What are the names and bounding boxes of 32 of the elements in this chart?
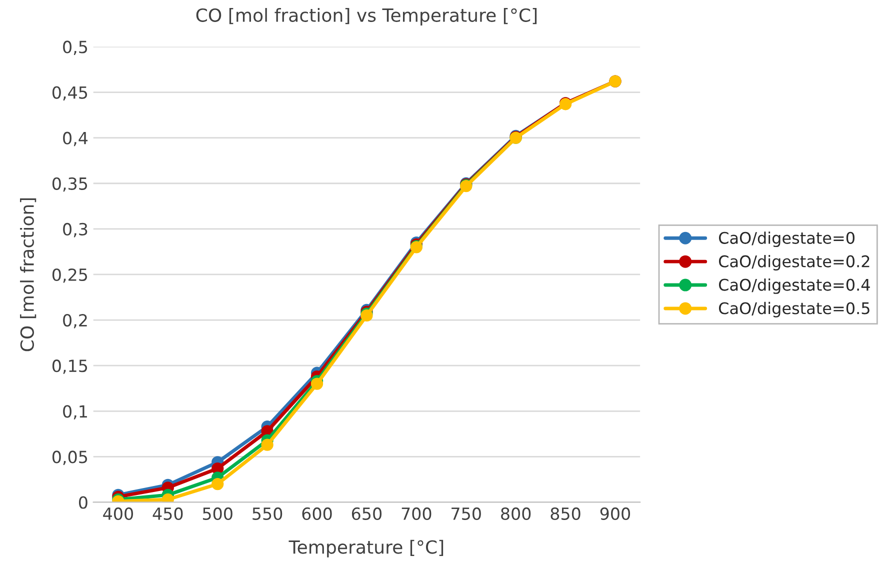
x-tick-label: 850 [550,507,580,520]
x-tick-label: 500 [202,507,232,520]
x-tick-label: 400 [103,507,133,520]
x-tick-label: 750 [452,507,481,520]
y-tick-label: 0,45 [52,86,88,101]
x-tick-label: 600 [302,507,332,520]
legend-label: CaO/digestate=0.4 [718,278,870,294]
x-tick-label: 700 [402,507,432,520]
y-tick-label: 0,15 [52,360,88,374]
point [212,478,224,490]
point [261,438,274,451]
y-tick-label: 0,2 [63,314,87,328]
x-tick-label: 800 [501,507,531,520]
x-tick-label: 900 [600,507,630,520]
y-tick-label: 0,25 [52,268,88,283]
y-tick-label: 0,5 [63,40,88,55]
y-tick-label: 0 [78,496,88,509]
x-tick-label: 450 [152,507,183,520]
x-tick-label: 650 [352,507,382,520]
chart-title: CO [mol fraction] vs Temperature [°C] [196,8,537,26]
legend-label: CaO/digestate=0.5 [718,302,870,318]
y-tick-label: 0,05 [52,450,88,465]
y-axis-title: CO [mol fraction] [20,198,36,352]
y-tick-label: 0,35 [52,177,88,192]
legend-label: CaO/digestate=0 [718,232,854,248]
y-tick-label: 0,1 [63,405,87,420]
point [310,378,324,390]
legend-label: CaO/digestate=0.2 [718,255,870,270]
x-tick-label: 550 [252,507,282,520]
y-tick-label: 0,3 [63,222,88,238]
x-axis-title: Temperature [°C] [288,540,444,558]
y-tick-label: 0,4 [63,132,88,146]
